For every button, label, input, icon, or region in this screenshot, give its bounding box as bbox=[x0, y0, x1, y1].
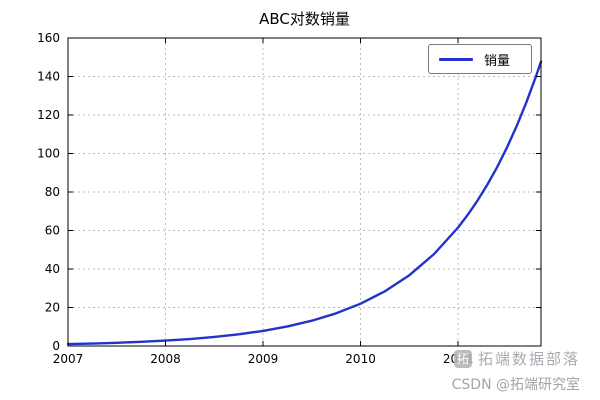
y-tick-label: 20 bbox=[45, 301, 60, 315]
y-tick-label: 160 bbox=[37, 31, 60, 45]
y-tick-label: 140 bbox=[37, 70, 60, 84]
y-tick-label: 0 bbox=[52, 339, 60, 353]
watermark: 拓 拓端数据部落 CSDN @拓端研究室 bbox=[452, 348, 580, 394]
y-tick-label: 120 bbox=[37, 108, 60, 122]
watermark-brand-text: 拓端数据部落 bbox=[477, 350, 580, 368]
y-tick-label: 80 bbox=[45, 185, 60, 199]
chart-title: ABC对数销量 bbox=[259, 10, 350, 28]
legend-box: 销量 bbox=[428, 44, 532, 74]
x-tick-label: 2010 bbox=[345, 352, 376, 366]
x-tick-label: 2007 bbox=[53, 352, 84, 366]
watermark-csdn-text: CSDN @拓端研究室 bbox=[451, 377, 580, 393]
legend-line-sample bbox=[439, 57, 473, 61]
legend-label: 销量 bbox=[484, 53, 511, 69]
y-tick-label: 60 bbox=[45, 224, 60, 238]
watermark-logo-icon: 拓 bbox=[453, 349, 472, 368]
y-tick-label: 100 bbox=[37, 147, 60, 161]
y-tick-label: 40 bbox=[45, 262, 60, 276]
series-line-sales bbox=[66, 60, 543, 346]
x-tick-label: 2009 bbox=[248, 352, 279, 366]
watermark-row: 拓 拓端数据部落 bbox=[452, 348, 580, 369]
x-tick-label: 2008 bbox=[150, 352, 181, 366]
